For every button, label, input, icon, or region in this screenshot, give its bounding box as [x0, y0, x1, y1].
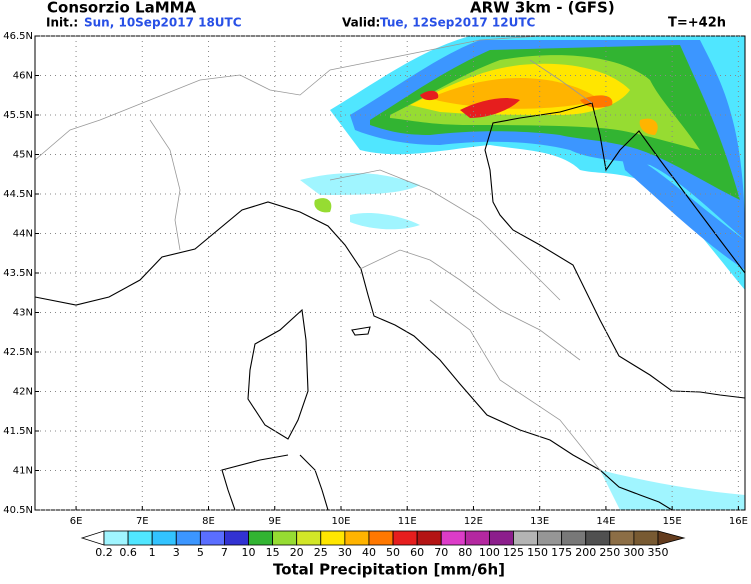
colorbar-box — [440, 530, 466, 546]
title: Consorzio LaMMA — [47, 0, 197, 17]
elba — [351, 326, 371, 336]
colorbar-box — [513, 530, 538, 546]
lat-label: 43.5N — [3, 268, 33, 279]
colorbar-label: 20 — [290, 546, 304, 559]
lat-label: 45.5N — [3, 110, 33, 121]
lon-label: 10E — [331, 516, 350, 527]
colorbar-label: 5 — [197, 546, 204, 559]
colorbar-title: Total Precipitation [mm/6h] — [273, 561, 505, 579]
lat-label: 46.5N — [3, 31, 33, 42]
colorbar-label: 70 — [434, 546, 448, 559]
colorbar-label: 350 — [648, 546, 669, 559]
lat-label: 42N — [13, 387, 33, 398]
map — [34, 35, 746, 511]
lon-label: 7E — [136, 516, 149, 527]
coastline — [484, 102, 745, 399]
colorbar-label: 7 — [221, 546, 228, 559]
lon-label: 6E — [70, 516, 83, 527]
lat-label: 45N — [13, 150, 33, 161]
colorbar-label: 30 — [338, 546, 352, 559]
colorbar-box — [127, 530, 153, 546]
colorbar-box — [344, 530, 370, 546]
coastline — [35, 201, 673, 510]
colorbar-box — [224, 530, 249, 546]
lat-label: 46N — [13, 71, 33, 82]
lat-label: 41N — [13, 466, 33, 477]
colorbar-end — [80, 530, 105, 546]
colorbar-label: 80 — [458, 546, 472, 559]
colorbar-box — [272, 530, 298, 546]
colorbar-label: 25 — [314, 546, 328, 559]
lon-label: 14E — [596, 516, 615, 527]
lon-label: 8E — [202, 516, 215, 527]
corsica — [247, 308, 309, 440]
colorbar-box — [248, 530, 274, 546]
model: ARW 3km - (GFS) — [470, 0, 615, 17]
colorbar-label: 1 — [149, 546, 156, 559]
colorbar-label: 300 — [623, 546, 644, 559]
lon-label: 11E — [398, 516, 417, 527]
colorbar-box — [537, 530, 563, 546]
colorbar-box — [175, 530, 201, 546]
lat-label: 42.5N — [3, 347, 33, 358]
colorbar-box — [633, 530, 659, 546]
colorbar-box — [103, 530, 129, 546]
sardinia — [221, 454, 329, 510]
colorbar-end — [657, 530, 686, 546]
colorbar-label: 175 — [551, 546, 572, 559]
lead-time: T=+42h — [668, 16, 726, 31]
lon-label: 16E — [729, 516, 748, 527]
init-label: Init.: — [46, 16, 78, 30]
lon-label: 9E — [268, 516, 281, 527]
colorbar-box — [151, 530, 177, 546]
lat-label: 43N — [13, 308, 33, 319]
lat-label: 40.5N — [3, 505, 33, 516]
valid-date: Tue, 12Sep2017 12UTC — [380, 16, 536, 30]
colorbar-box — [609, 530, 635, 546]
lon-label: 13E — [530, 516, 549, 527]
colorbar-label: 60 — [410, 546, 424, 559]
precipitation — [300, 36, 745, 510]
colorbar-label: 200 — [575, 546, 596, 559]
valid-label: Valid: — [342, 16, 380, 30]
lat-label: 44N — [13, 229, 33, 240]
colorbar-box — [368, 530, 394, 546]
border — [35, 36, 601, 471]
colorbar-box — [416, 530, 442, 546]
lon-label: 12E — [464, 516, 483, 527]
colorbar-box — [585, 530, 611, 546]
lon-label: 15E — [663, 516, 682, 527]
colorbar-label: 10 — [242, 546, 256, 559]
colorbar-box — [464, 530, 490, 546]
colorbar-box — [296, 530, 322, 546]
lat-label: 44.5N — [3, 189, 33, 200]
colorbar-box — [199, 530, 225, 546]
colorbar-box — [561, 530, 587, 546]
colorbar-label: 250 — [599, 546, 620, 559]
colorbar-label: 150 — [527, 546, 548, 559]
lat-label: 41.5N — [3, 426, 33, 437]
colorbar-label: 125 — [503, 546, 524, 559]
colorbar-box — [392, 530, 418, 546]
colorbar-box — [320, 530, 346, 546]
colorbar-label: 0.2 — [95, 546, 113, 559]
colorbar-box — [488, 530, 514, 546]
colorbar-label: 15 — [266, 546, 280, 559]
colorbar-label: 0.6 — [119, 546, 137, 559]
colorbar-label: 50 — [386, 546, 400, 559]
colorbar-label: 3 — [173, 546, 180, 559]
colorbar-label: 100 — [479, 546, 500, 559]
colorbar-label: 40 — [362, 546, 376, 559]
init-date: Sun, 10Sep2017 18UTC — [84, 16, 242, 30]
